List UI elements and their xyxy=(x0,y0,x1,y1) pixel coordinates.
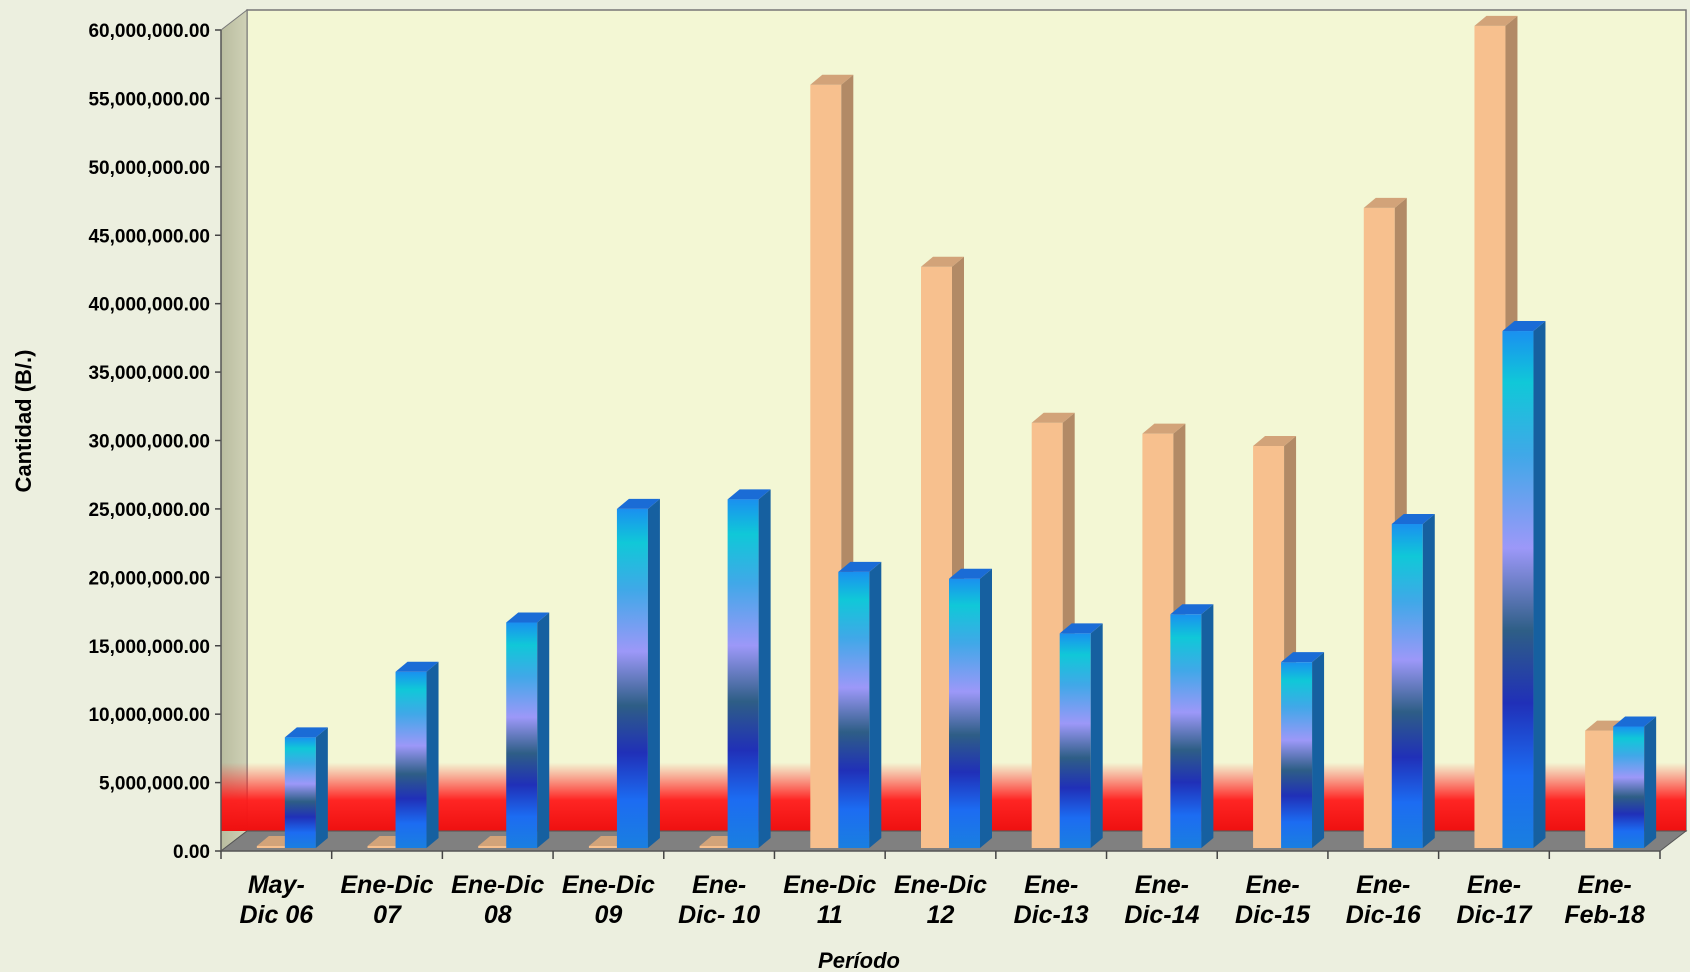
bar-series2-4 xyxy=(727,489,771,848)
x-tick-label: Ene-Dic-17 xyxy=(1456,871,1532,929)
x-tick-label: Ene-Dic 08 xyxy=(451,871,544,929)
bar-series2-1 xyxy=(395,661,439,848)
bar-series2-8 xyxy=(1170,604,1214,848)
x-tick-label: Ene-Dic- 10 xyxy=(678,871,760,929)
bar-series2-7 xyxy=(1059,623,1103,848)
x-tick-label: Ene-Dic 09 xyxy=(562,871,655,929)
x-axis-title: Período xyxy=(818,948,900,972)
x-tick-label: Ene-Feb-18 xyxy=(1564,871,1645,929)
y-tick-label: 45,000,000.00 xyxy=(88,226,210,247)
y-tick-label: 50,000,000.00 xyxy=(88,158,210,179)
bar-series2-12 xyxy=(1613,716,1657,848)
y-tick-label: 5,000,000.00 xyxy=(99,774,210,795)
bar-series2-10 xyxy=(1391,513,1435,848)
y-tick-label: 35,000,000.00 xyxy=(88,363,210,384)
x-tick-label: Ene-Dic 11 xyxy=(783,871,876,929)
x-tick-label: Ene-Dic-15 xyxy=(1235,871,1311,929)
bar-series1-6 xyxy=(921,256,964,848)
x-tick-label: May-Dic 06 xyxy=(240,871,315,929)
x-tick-label: Ene-Dic-13 xyxy=(1014,871,1089,929)
y-tick-label: 25,000,000.00 xyxy=(88,500,210,521)
bar-series2-6 xyxy=(949,568,992,848)
y-tick-label: 30,000,000.00 xyxy=(88,432,210,453)
y-tick-label: 10,000,000.00 xyxy=(88,705,210,726)
bar-series2-5 xyxy=(838,561,882,848)
x-tick-label: Ene-Dic-16 xyxy=(1346,871,1422,929)
bar-series1-5 xyxy=(810,74,854,848)
bar-series2-11 xyxy=(1502,321,1546,848)
x-tick-label: Ene-Dic 12 xyxy=(894,871,987,929)
x-tick-label: Ene-Dic 07 xyxy=(340,871,433,929)
y-axis-title: Cantidad (B/.) xyxy=(11,350,36,493)
bar-series2-0 xyxy=(284,727,328,848)
y-tick-label: 0.00 xyxy=(173,842,210,863)
bar-series2-3 xyxy=(616,498,660,848)
y-tick-label: 20,000,000.00 xyxy=(88,568,210,589)
bar-series2-2 xyxy=(506,612,550,848)
plot-side-wall xyxy=(220,8,248,853)
bar-series2-9 xyxy=(1281,652,1325,848)
x-tick-label: Ene-Dic-14 xyxy=(1124,871,1199,929)
y-tick-label: 55,000,000.00 xyxy=(88,89,210,110)
y-tick-label: 60,000,000.00 xyxy=(88,21,210,42)
y-tick-label: 40,000,000.00 xyxy=(88,295,210,316)
y-tick-label: 15,000,000.00 xyxy=(88,637,210,658)
